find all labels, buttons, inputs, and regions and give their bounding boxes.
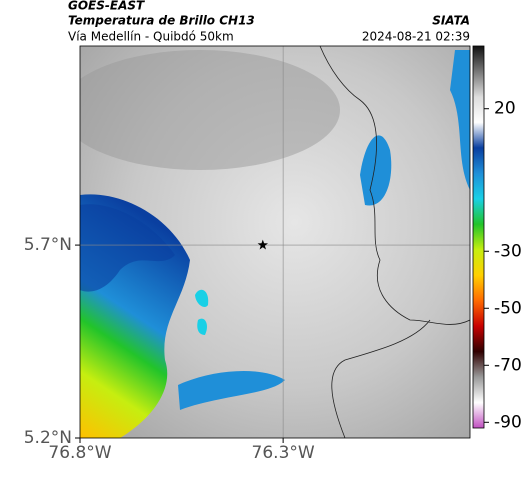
y-tick-label: 5.7°N	[24, 235, 72, 255]
source: SIATA	[432, 14, 470, 28]
colorbar-frame	[472, 45, 485, 429]
location-marker	[257, 239, 268, 250]
colorbar	[473, 46, 484, 428]
colorbar-label: -90	[494, 412, 522, 432]
colorbar-label: -70	[494, 355, 522, 375]
subtitle: Temperatura de Brillo CH13	[68, 14, 255, 28]
cold-cloud	[80, 204, 175, 292]
colorbar-label: 20	[494, 99, 516, 119]
cloud	[80, 50, 340, 170]
colorbar-label: -50	[494, 298, 522, 318]
x-tick-label: 76.8°W	[48, 443, 111, 463]
cold-cloud	[360, 135, 392, 206]
cold-cloud	[178, 370, 285, 410]
map-frame	[79, 45, 471, 439]
colorbar-label: -30	[494, 241, 522, 261]
x-tick-label: 76.3°W	[252, 443, 315, 463]
location: Vía Medellín - Quibdó 50km	[68, 30, 234, 44]
cold-cloud	[195, 289, 209, 335]
map-layer	[80, 46, 470, 438]
y-tick-label: 5.2°N	[24, 428, 72, 448]
cold-cloud	[450, 50, 470, 190]
border	[331, 319, 431, 438]
border	[319, 46, 470, 325]
timestamp: 2024-08-21 02:39	[362, 30, 470, 44]
title: GOES-EAST	[68, 0, 145, 13]
